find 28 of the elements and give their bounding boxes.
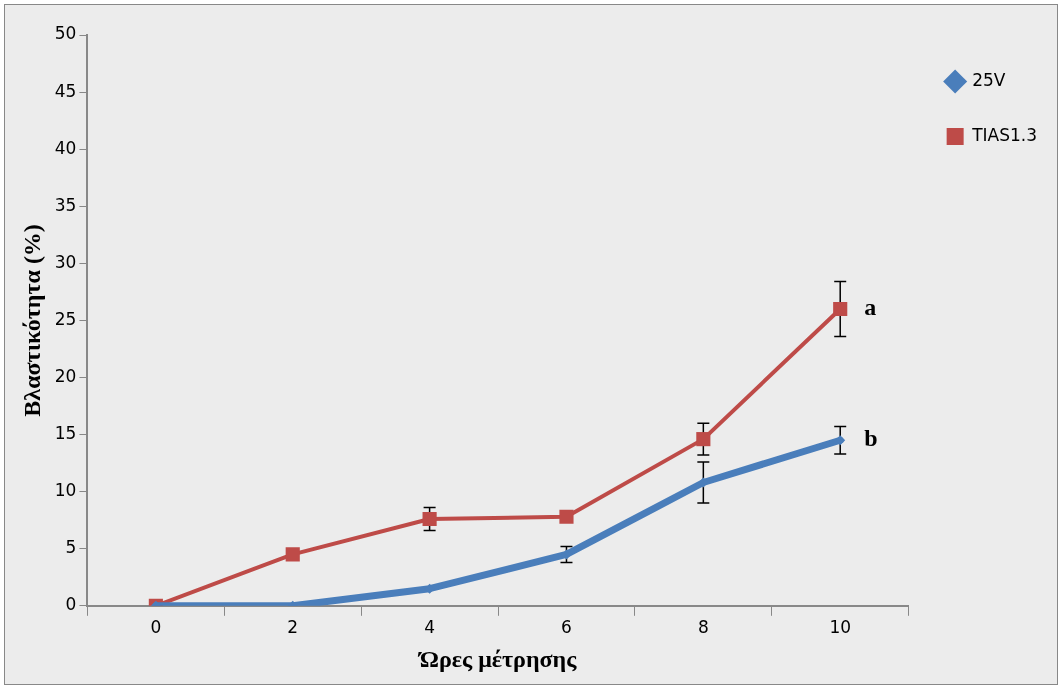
x-tick-label: 4 bbox=[424, 617, 436, 638]
legend-label: TIAS1.3 bbox=[971, 124, 1038, 145]
point bbox=[833, 301, 848, 317]
point bbox=[285, 547, 300, 562]
legend-label: 25V bbox=[972, 69, 1006, 90]
x-tick-label: 2 bbox=[287, 617, 299, 638]
point bbox=[696, 432, 711, 447]
point bbox=[422, 511, 437, 527]
annotation: a bbox=[864, 294, 877, 321]
y-tick-label: 50 bbox=[54, 23, 77, 44]
y-tick-label: 25 bbox=[54, 308, 77, 329]
x-tick-label: 10 bbox=[829, 617, 852, 638]
y-tick-label: 40 bbox=[54, 137, 77, 158]
x-axis-title: Ώρες μέτρησης bbox=[417, 645, 578, 672]
y-tick-label: 45 bbox=[54, 80, 77, 101]
x-tick-label: 6 bbox=[561, 617, 572, 638]
y-tick-label: 20 bbox=[54, 365, 77, 386]
x-tick-label: 0 bbox=[150, 617, 162, 638]
point bbox=[559, 509, 574, 524]
y-tick-label: 15 bbox=[54, 422, 77, 443]
annotation: b bbox=[864, 425, 878, 452]
y-tick-label: 0 bbox=[65, 594, 77, 615]
y-tick-label: 30 bbox=[54, 251, 77, 272]
y-tick-label: 35 bbox=[54, 194, 77, 215]
y-tick-label: 10 bbox=[54, 480, 77, 501]
y-axis-title: Βλαστικότητα (%) bbox=[18, 224, 45, 417]
y-tick-label: 5 bbox=[65, 537, 77, 558]
x-tick-label: 8 bbox=[697, 617, 709, 638]
